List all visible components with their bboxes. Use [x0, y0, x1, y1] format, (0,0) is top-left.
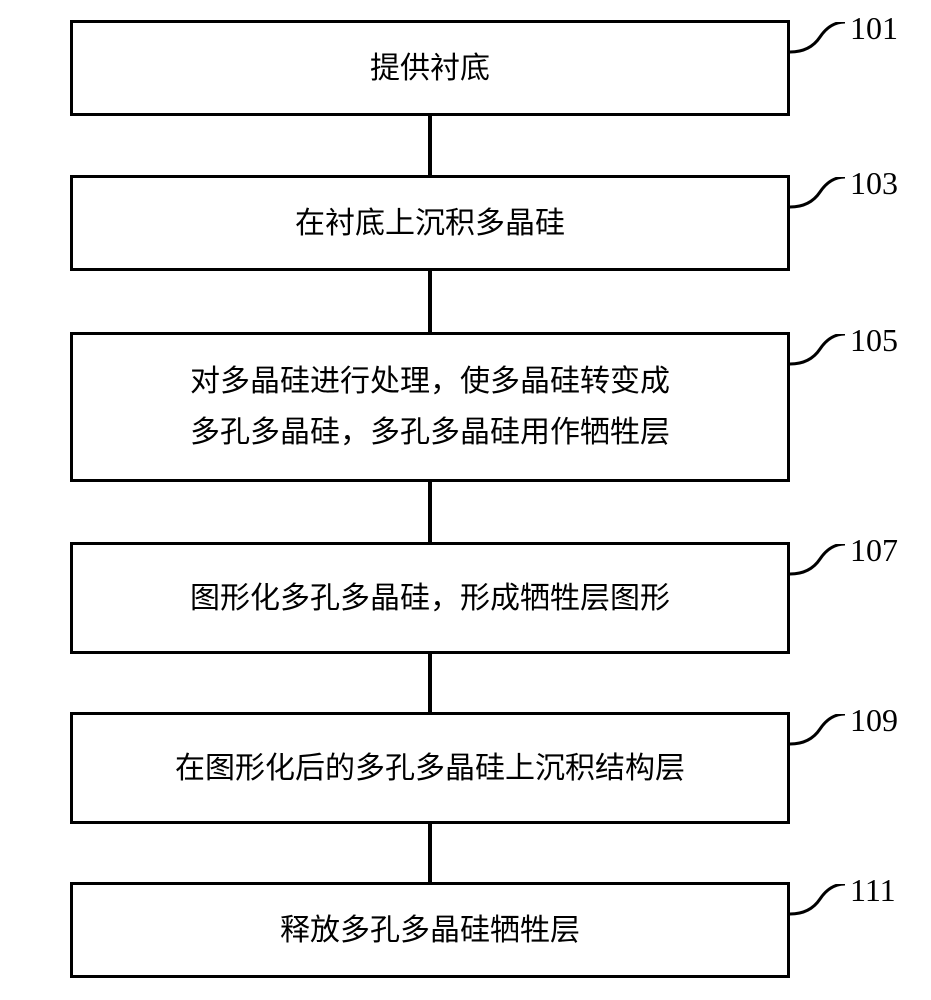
- flowchart-box-105: 对多晶硅进行处理，使多晶硅转变成 多孔多晶硅，多孔多晶硅用作牺牲层: [70, 332, 790, 482]
- connector-101-103: [428, 116, 432, 175]
- callout-curve-109: [790, 714, 850, 754]
- box-text: 在图形化后的多孔多晶硅上沉积结构层: [175, 743, 685, 794]
- callout-curve-103: [790, 177, 850, 217]
- callout-curve-101: [790, 22, 850, 62]
- box-text: 图形化多孔多晶硅，形成牺牲层图形: [190, 573, 670, 624]
- flowchart-box-101: 提供衬底: [70, 20, 790, 116]
- connector-103-105: [428, 271, 432, 332]
- callout-label-109: 109: [850, 702, 898, 739]
- box-text: 对多晶硅进行处理，使多晶硅转变成 多孔多晶硅，多孔多晶硅用作牺牲层: [190, 356, 670, 458]
- connector-109-111: [428, 824, 432, 882]
- callout-label-103: 103: [850, 165, 898, 202]
- flowchart-box-109: 在图形化后的多孔多晶硅上沉积结构层: [70, 712, 790, 824]
- callout-label-111: 111: [850, 872, 896, 909]
- callout-label-107: 107: [850, 532, 898, 569]
- box-text: 提供衬底: [370, 43, 490, 94]
- callout-label-105: 105: [850, 322, 898, 359]
- callout-curve-111: [790, 884, 850, 924]
- connector-107-109: [428, 654, 432, 712]
- connector-105-107: [428, 482, 432, 542]
- box-text: 释放多孔多晶硅牺牲层: [280, 905, 580, 956]
- callout-curve-105: [790, 334, 850, 374]
- box-text: 在衬底上沉积多晶硅: [295, 198, 565, 249]
- callout-label-101: 101: [850, 10, 898, 47]
- flowchart-box-111: 释放多孔多晶硅牺牲层: [70, 882, 790, 978]
- flowchart-box-107: 图形化多孔多晶硅，形成牺牲层图形: [70, 542, 790, 654]
- callout-curve-107: [790, 544, 850, 584]
- flowchart-canvas: 提供衬底 在衬底上沉积多晶硅 对多晶硅进行处理，使多晶硅转变成 多孔多晶硅，多孔…: [0, 0, 931, 1000]
- flowchart-box-103: 在衬底上沉积多晶硅: [70, 175, 790, 271]
